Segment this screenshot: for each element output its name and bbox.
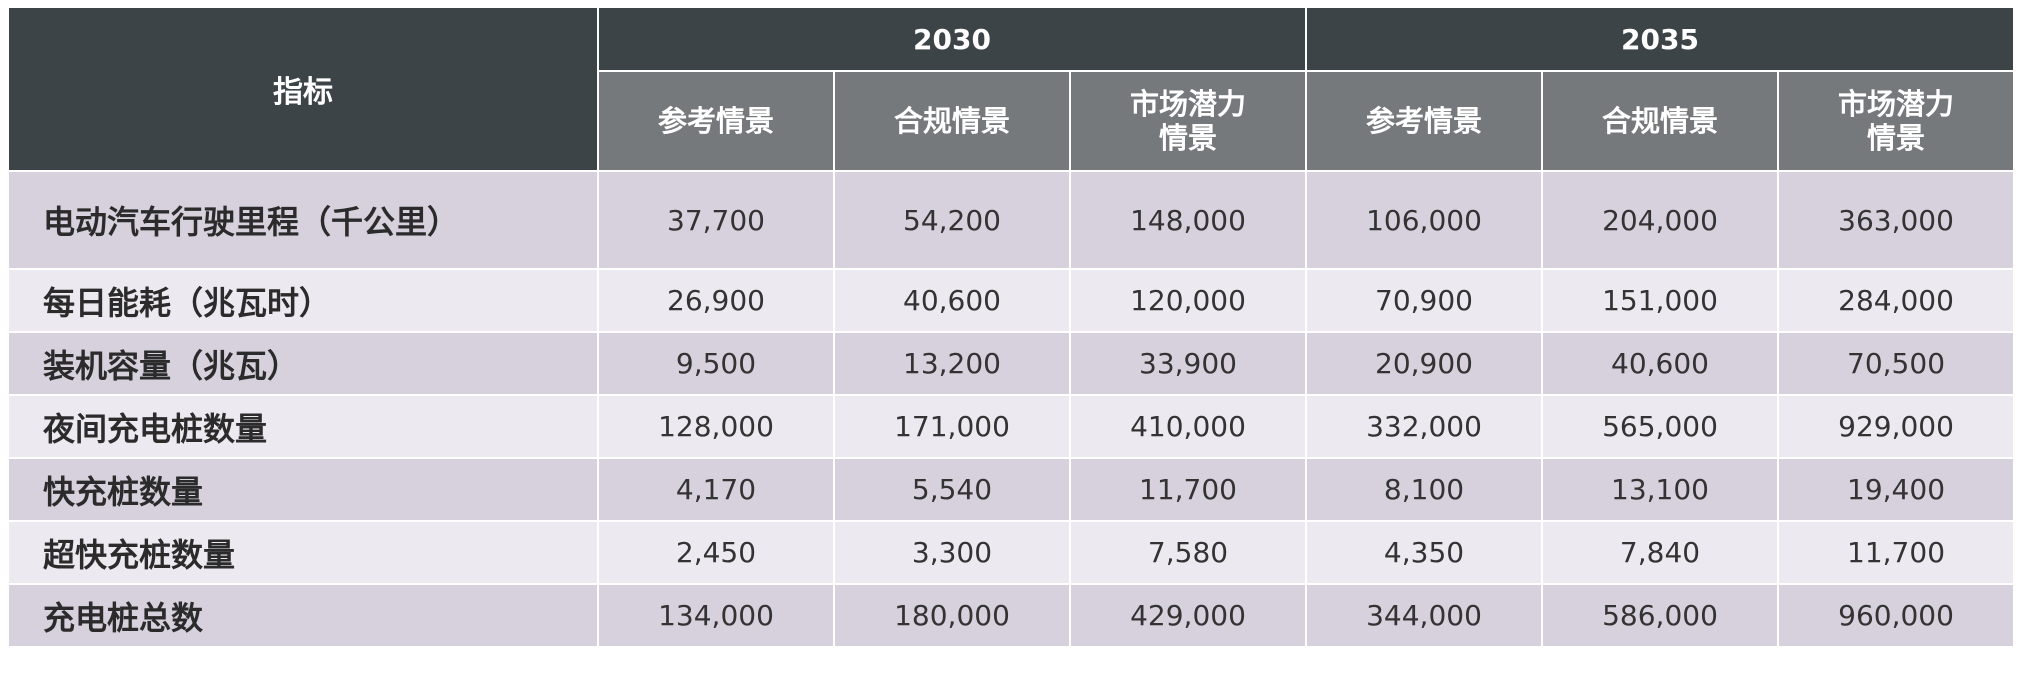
scenario-header-2035-compliance: 合规情景 (1541, 70, 1780, 172)
table-cell: 410,000 (1068, 394, 1308, 459)
table-row: 超快充桩数量 2,450 3,300 7,580 4,350 7,840 11,… (7, 520, 2016, 585)
indicator-header: 指标 (7, 6, 599, 172)
table-cell: 13,200 (833, 331, 1071, 396)
table-cell: 204,000 (1541, 170, 1780, 270)
table-cell: 332,000 (1305, 394, 1544, 459)
row-label: 装机容量（兆瓦） (7, 331, 599, 396)
table-cell: 40,600 (833, 268, 1071, 333)
table-cell: 106,000 (1305, 170, 1544, 270)
table-cell: 2,450 (597, 520, 835, 585)
table-row: 夜间充电桩数量 128,000 171,000 410,000 332,000 … (7, 394, 2016, 459)
table-row: 快充桩数量 4,170 5,540 11,700 8,100 13,100 19… (7, 457, 2016, 522)
table-cell: 7,840 (1541, 520, 1780, 585)
table-cell: 929,000 (1777, 394, 2016, 459)
row-label: 超快充桩数量 (7, 520, 599, 585)
table-cell: 9,500 (597, 331, 835, 396)
table-cell: 13,100 (1541, 457, 1780, 522)
table-cell: 33,900 (1068, 331, 1308, 396)
scenario-header-2030-compliance: 合规情景 (833, 70, 1071, 172)
table-cell: 40,600 (1541, 331, 1780, 396)
table-cell: 565,000 (1541, 394, 1780, 459)
scenario-header-2030-reference: 参考情景 (597, 70, 835, 172)
table-cell: 344,000 (1305, 583, 1544, 648)
table-cell: 171,000 (833, 394, 1071, 459)
table-cell: 148,000 (1068, 170, 1308, 270)
table-cell: 180,000 (833, 583, 1071, 648)
table-cell: 11,700 (1777, 520, 2016, 585)
row-label: 夜间充电桩数量 (7, 394, 599, 459)
table-cell: 5,540 (833, 457, 1071, 522)
table-row: 每日能耗（兆瓦时） 26,900 40,600 120,000 70,900 1… (7, 268, 2016, 333)
row-label: 快充桩数量 (7, 457, 599, 522)
table-cell: 4,350 (1305, 520, 1544, 585)
year-header-2030: 2030 (596, 6, 1308, 72)
table-cell: 4,170 (597, 457, 835, 522)
scenario-header-2030-market-potential: 市场潜力 情景 (1068, 70, 1308, 172)
table-cell: 20,900 (1305, 331, 1544, 396)
scenario-header-2035-reference: 参考情景 (1305, 70, 1544, 172)
row-label: 每日能耗（兆瓦时） (7, 268, 599, 333)
table-cell: 120,000 (1068, 268, 1308, 333)
row-label: 充电桩总数 (7, 583, 599, 648)
table-cell: 37,700 (597, 170, 835, 270)
table-cell: 8,100 (1305, 457, 1544, 522)
table-row: 充电桩总数 134,000 180,000 429,000 344,000 58… (7, 583, 2016, 648)
table-cell: 7,580 (1068, 520, 1308, 585)
table-cell: 151,000 (1541, 268, 1780, 333)
table-cell: 363,000 (1777, 170, 2016, 270)
scenario-header-2035-market-potential: 市场潜力 情景 (1777, 70, 2016, 172)
table-cell: 960,000 (1777, 583, 2016, 648)
table-cell: 134,000 (597, 583, 835, 648)
table-row: 电动汽车行驶里程（千公里） 37,700 54,200 148,000 106,… (7, 170, 2016, 270)
table-cell: 70,900 (1305, 268, 1544, 333)
table-cell: 3,300 (833, 520, 1071, 585)
table-cell: 26,900 (597, 268, 835, 333)
table-cell: 54,200 (833, 170, 1071, 270)
table-cell: 586,000 (1541, 583, 1780, 648)
table-cell: 11,700 (1068, 457, 1308, 522)
data-table: 指标 2030 2035 参考情景 合规情景 市场潜力 情景 参考情景 合规情景… (7, 6, 2016, 648)
table-cell: 284,000 (1777, 268, 2016, 333)
table-cell: 19,400 (1777, 457, 2016, 522)
row-label: 电动汽车行驶里程（千公里） (7, 170, 599, 270)
table-cell: 128,000 (597, 394, 835, 459)
year-header-2035: 2035 (1305, 6, 2016, 72)
table-cell: 70,500 (1777, 331, 2016, 396)
table-cell: 429,000 (1068, 583, 1308, 648)
table-row: 装机容量（兆瓦） 9,500 13,200 33,900 20,900 40,6… (7, 331, 2016, 396)
